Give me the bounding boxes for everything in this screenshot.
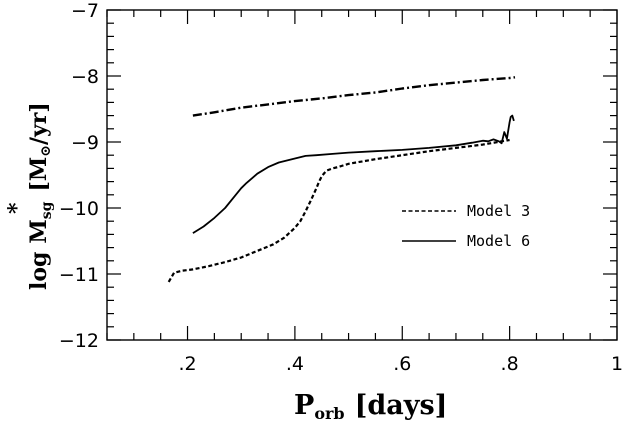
- y-axis-label-unit-close: /yr]: [26, 102, 52, 145]
- x-tick-labels: .2 .4 .6 .8 1: [178, 353, 622, 375]
- x-axis-label-sub: orb: [314, 404, 344, 422]
- y-axis-label-unit-open: [M: [26, 157, 52, 192]
- y-axis-label-main: log: [26, 252, 52, 290]
- x-axis-label-main: P: [294, 390, 314, 421]
- x-axis-label: Porb [days]: [294, 390, 447, 422]
- legend-label-model-6: Model 6: [467, 232, 530, 250]
- y-tick-labels: −12 −11 −10 −9 −8 −7: [59, 0, 99, 352]
- y-tick-label: −10: [59, 198, 99, 220]
- plot-frame: [106, 9, 618, 341]
- y-axis-label-symbol: M: [26, 219, 52, 243]
- x-tick-label: .6: [393, 353, 411, 375]
- legend: Model 3 Model 6: [402, 202, 530, 250]
- y-tick-label: −11: [59, 264, 99, 286]
- x-tick-label: .8: [501, 353, 519, 375]
- x-tick-label: .2: [178, 353, 196, 375]
- y-axis-label-sun: ⊙: [38, 145, 54, 157]
- y-axis-label-sub: sg: [39, 201, 55, 219]
- svg-text:logMsg[M⊙/yr]: log Msg [M⊙/yr]: [26, 102, 55, 290]
- y-tick-label: −7: [71, 0, 99, 22]
- y-tick-label: −9: [71, 132, 99, 154]
- x-tick-label: 1: [611, 353, 622, 375]
- y-axis-label: log Msg [M⊙/yr] *: [4, 102, 55, 290]
- axis-ticks: [106, 9, 618, 341]
- y-tick-label: −12: [59, 330, 99, 352]
- data-series: [167, 76, 516, 283]
- series-line-unlabeled-2: [192, 76, 516, 117]
- x-axis-label-unit: [days]: [355, 390, 448, 421]
- y-tick-label: −8: [71, 66, 99, 88]
- y-axis-label-star: *: [4, 202, 30, 214]
- series-line-model-3: [167, 138, 510, 283]
- x-tick-label: .4: [286, 353, 304, 375]
- series-line-model-6: [192, 114, 515, 234]
- legend-label-model-3: Model 3: [467, 202, 530, 220]
